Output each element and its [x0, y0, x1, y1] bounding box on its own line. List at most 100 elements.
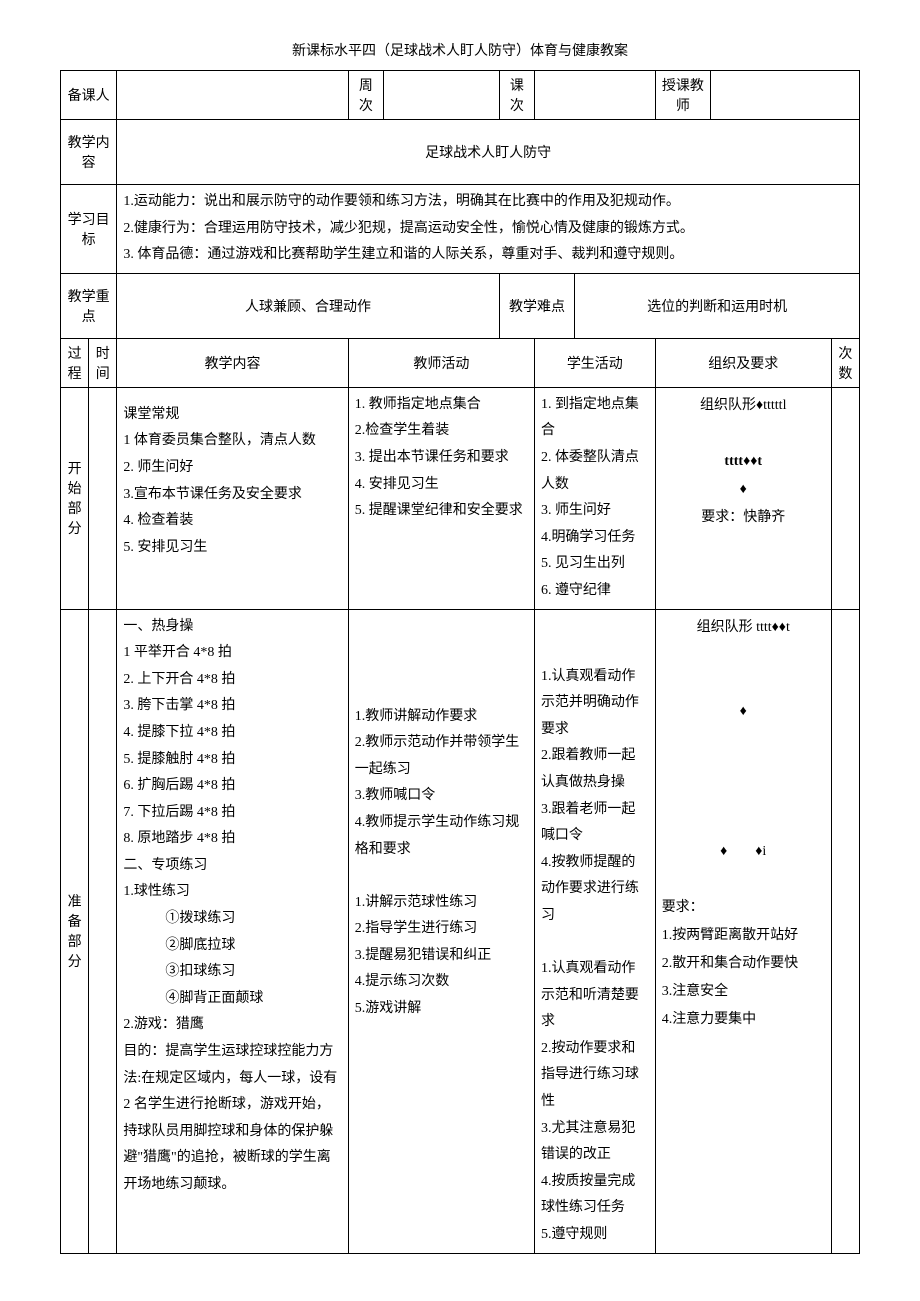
r1-content-title: 课堂常规 — [123, 402, 341, 429]
phase-prep-org: 组织队形 tttt♦♦t ♦ ♦ ♦i 要求： 1.按两臂距离散开站好 2.散开… — [655, 609, 831, 1253]
diffpoint-label: 教学难点 — [499, 273, 574, 338]
r1-content-2: 2. 师生问好 — [123, 455, 341, 482]
r2-ca5: 5. 提膝触肘 4*8 拍 — [123, 747, 341, 774]
objective-3: 3. 体育品德：通过游戏和比赛帮助学生建立和谐的人际关系，尊重对手、裁判和遵守规… — [123, 242, 853, 269]
r2-ca2: 2. 上下开合 4*8 拍 — [123, 667, 341, 694]
phase-start-org: 组织队形♦tttttl tttt♦♦t ♦ 要求：快静齐 — [655, 387, 831, 609]
r1-content-3: 3.宣布本节课任务及安全要求 — [123, 482, 341, 509]
r2-tb2: 2.指导学生进行练习 — [355, 916, 528, 943]
r1-stud-2: 2. 体委整队清点人数 — [541, 445, 649, 498]
phase-start-label: 开始部分 — [61, 387, 89, 609]
r2-org-label: 组织队形 tttt♦♦t — [662, 614, 825, 642]
keypoint-label: 教学重点 — [61, 273, 117, 338]
r2-cb1b: ②脚底拉球 — [123, 933, 341, 960]
r2-ta3: 3.教师喊口令 — [355, 783, 528, 810]
preparer-value — [117, 71, 348, 120]
column-header-row: 过程 时间 教学内容 教师活动 学生活动 组织及要求 次数 — [61, 338, 860, 387]
preparer-label: 备课人 — [61, 71, 117, 120]
content-value: 足球战术人盯人防守 — [117, 120, 860, 185]
col-student: 学生活动 — [534, 338, 655, 387]
r2-req3: 3.注意安全 — [662, 978, 825, 1006]
r1-org-f1: tttt♦♦t — [662, 448, 825, 476]
col-time: 时间 — [89, 338, 117, 387]
r1-teach-1: 1. 教师指定地点集合 — [355, 392, 528, 419]
r1-stud-5: 5. 见习生出列 — [541, 551, 649, 578]
r2-org-f1: ♦ — [662, 698, 825, 726]
phase-prep-time — [89, 609, 117, 1253]
phase-start-teacher: 1. 教师指定地点集合 2.检查学生着装 3. 提出本节课任务和要求 4. 安排… — [348, 387, 534, 609]
r2-cb1d: ④脚背正面颠球 — [123, 986, 341, 1013]
points-row: 教学重点 人球兼顾、合理动作 教学难点 选位的判断和运用时机 — [61, 273, 860, 338]
meta-row: 备课人 周次 课次 授课教师 — [61, 71, 860, 120]
r2-sb5: 5.遵守规则 — [541, 1222, 649, 1249]
r1-content-5: 5. 安排见习生 — [123, 535, 341, 562]
r2-tb1: 1.讲解示范球性练习 — [355, 890, 528, 917]
r1-org-req: 要求：快静齐 — [662, 504, 825, 532]
r2-req-title: 要求： — [662, 894, 825, 922]
r1-stud-6: 6. 遵守纪律 — [541, 578, 649, 605]
r1-org-f2: ♦ — [662, 476, 825, 504]
r2-sa2: 2.跟着教师一起认真做热身操 — [541, 743, 649, 796]
doc-title: 新课标水平四（足球战术人盯人防守）体育与健康教案 — [60, 40, 860, 60]
r2-sb3: 3.尤其注意易犯错误的改正 — [541, 1116, 649, 1169]
phase-prep-count — [831, 609, 859, 1253]
keypoint-value: 人球兼顾、合理动作 — [117, 273, 499, 338]
r1-stud-3: 3. 师生问好 — [541, 498, 649, 525]
phase-start-content: 课堂常规 1 体育委员集合整队，清点人数 2. 师生问好 3.宣布本节课任务及安… — [117, 387, 348, 609]
col-teacher: 教师活动 — [348, 338, 534, 387]
r2-sb2: 2.按动作要求和指导进行练习球性 — [541, 1036, 649, 1116]
r1-teach-5: 5. 提醒课堂纪律和安全要求 — [355, 498, 528, 525]
phase-start-time — [89, 387, 117, 609]
r2-sa3: 3.跟着老师一起喊口令 — [541, 797, 649, 850]
r2-cb1: 1.球性练习 — [123, 879, 341, 906]
r2-ca4: 4. 提膝下拉 4*8 拍 — [123, 720, 341, 747]
phase-prep-content: 一、热身操 1 平举开合 4*8 拍 2. 上下开合 4*8 拍 3. 胯下击掌… — [117, 609, 348, 1253]
r2-cb1c: ③扣球练习 — [123, 959, 341, 986]
r2-ca3: 3. 胯下击掌 4*8 拍 — [123, 693, 341, 720]
phase-prep-teacher: 1.教师讲解动作要求 2.教师示范动作并带领学生一起练习 3.教师喊口令 4.教… — [348, 609, 534, 1253]
r2-sb4: 4.按质按量完成球性练习任务 — [541, 1169, 649, 1222]
week-label: 周次 — [348, 71, 383, 120]
objectives-row: 学习目标 1.运动能力：说出和展示防守的动作要领和练习方法，明确其在比赛中的作用… — [61, 185, 860, 274]
r1-org-label: 组织队形♦tttttl — [662, 392, 825, 420]
r2-tb3: 3.提醒易犯错误和纠正 — [355, 943, 528, 970]
r2-ta2: 2.教师示范动作并带领学生一起练习 — [355, 730, 528, 783]
r2-sb1: 1.认真观看动作示范和听清楚要求 — [541, 956, 649, 1036]
r2-ca7: 7. 下拉后踢 4*8 拍 — [123, 800, 341, 827]
r2-ca1: 1 平举开合 4*8 拍 — [123, 640, 341, 667]
phase-start-student: 1. 到指定地点集合 2. 体委整队清点人数 3. 师生问好 4.明确学习任务 … — [534, 387, 655, 609]
col-process: 过程 — [61, 338, 89, 387]
objectives-value: 1.运动能力：说出和展示防守的动作要领和练习方法，明确其在比赛中的作用及犯规动作… — [117, 185, 860, 274]
col-content: 教学内容 — [117, 338, 348, 387]
lesson-plan-table: 备课人 周次 课次 授课教师 教学内容 足球战术人盯人防守 学习目标 1.运动能… — [60, 70, 860, 1254]
r2-cb1a: ①拨球练习 — [123, 906, 341, 933]
r2-ca8: 8. 原地踏步 4*8 拍 — [123, 826, 341, 853]
r2-ta4: 4.教师提示学生动作练习规格和要求 — [355, 810, 528, 863]
week-value — [384, 71, 500, 120]
r2-cb2: 2.游戏：猎鹰 — [123, 1012, 341, 1039]
objectives-label: 学习目标 — [61, 185, 117, 274]
teacher-label: 授课教师 — [655, 71, 710, 120]
r1-stud-4: 4.明确学习任务 — [541, 525, 649, 552]
r1-content-1: 1 体育委员集合整队，清点人数 — [123, 428, 341, 455]
r2-ta1: 1.教师讲解动作要求 — [355, 704, 528, 731]
r2-req1: 1.按两臂距离散开站好 — [662, 922, 825, 950]
r2-sa1: 1.认真观看动作示范并明确动作要求 — [541, 664, 649, 744]
r2-req4: 4.注意力要集中 — [662, 1006, 825, 1034]
diffpoint-value: 选位的判断和运用时机 — [575, 273, 860, 338]
r1-teach-3: 3. 提出本节课任务和要求 — [355, 445, 528, 472]
r2-tb4: 4.提示练习次数 — [355, 969, 528, 996]
lesson-label: 课次 — [499, 71, 534, 120]
col-count: 次数 — [831, 338, 859, 387]
r1-teach-2: 2.检查学生着装 — [355, 418, 528, 445]
r2-org-f2: ♦ ♦i — [662, 838, 825, 866]
r2-cb-title: 二、专项练习 — [123, 853, 341, 880]
phase-start-count — [831, 387, 859, 609]
lesson-value — [534, 71, 655, 120]
r1-stud-1: 1. 到指定地点集合 — [541, 392, 649, 445]
phase-start-row: 开始部分 课堂常规 1 体育委员集合整队，清点人数 2. 师生问好 3.宣布本节… — [61, 387, 860, 609]
content-label: 教学内容 — [61, 120, 117, 185]
phase-prep-row: 准备部分 一、热身操 1 平举开合 4*8 拍 2. 上下开合 4*8 拍 3.… — [61, 609, 860, 1253]
phase-prep-student: 1.认真观看动作示范并明确动作要求 2.跟着教师一起认真做热身操 3.跟着老师一… — [534, 609, 655, 1253]
r1-teach-4: 4. 安排见习生 — [355, 472, 528, 499]
